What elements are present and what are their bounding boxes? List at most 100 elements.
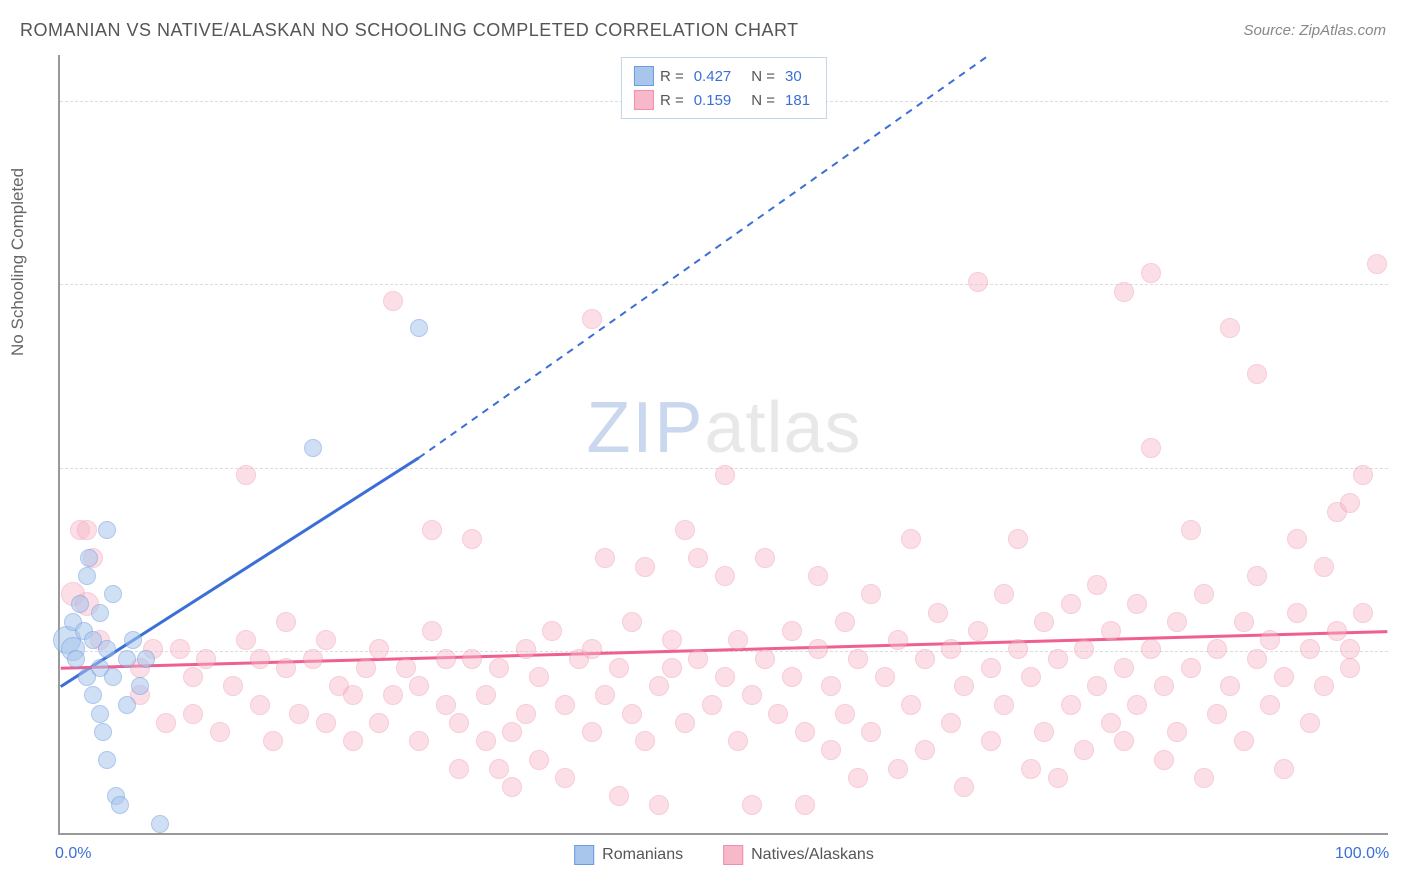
scatter-point — [861, 722, 881, 742]
scatter-point — [1034, 722, 1054, 742]
scatter-point — [77, 520, 97, 540]
scatter-point — [170, 639, 190, 659]
scatter-point — [1327, 621, 1347, 641]
scatter-point — [276, 658, 296, 678]
scatter-point — [1353, 465, 1373, 485]
scatter-point — [1234, 731, 1254, 751]
scatter-point — [1127, 695, 1147, 715]
scatter-point — [1340, 493, 1360, 513]
scatter-point — [649, 795, 669, 815]
scatter-point — [915, 649, 935, 669]
scatter-point — [1087, 575, 1107, 595]
scatter-point — [1274, 667, 1294, 687]
scatter-point — [383, 685, 403, 705]
scatter-point — [80, 549, 98, 567]
scatter-point — [1181, 658, 1201, 678]
scatter-point — [795, 722, 815, 742]
scatter-point — [821, 740, 841, 760]
scatter-point — [196, 649, 216, 669]
scatter-point — [994, 584, 1014, 604]
scatter-point — [436, 649, 456, 669]
scatter-point — [1141, 438, 1161, 458]
scatter-point — [124, 631, 142, 649]
scatter-point — [542, 621, 562, 641]
scatter-point — [994, 695, 1014, 715]
scatter-point — [821, 676, 841, 696]
scatter-point — [1074, 639, 1094, 659]
legend-r-label: R = — [660, 92, 684, 109]
scatter-point — [555, 768, 575, 788]
scatter-point — [409, 731, 429, 751]
scatter-point — [901, 695, 921, 715]
scatter-point — [91, 705, 109, 723]
scatter-point — [782, 667, 802, 687]
scatter-point — [462, 529, 482, 549]
scatter-point — [356, 658, 376, 678]
scatter-point — [941, 639, 961, 659]
scatter-point — [1127, 594, 1147, 614]
y-tick-label: 8.0% — [1393, 92, 1406, 110]
scatter-point — [304, 439, 322, 457]
scatter-point — [968, 272, 988, 292]
scatter-point — [449, 759, 469, 779]
scatter-point — [98, 640, 116, 658]
scatter-point — [250, 649, 270, 669]
scatter-point — [516, 639, 536, 659]
scatter-point — [94, 723, 112, 741]
scatter-point — [1234, 612, 1254, 632]
watermark-atlas: atlas — [704, 388, 861, 468]
scatter-point — [848, 768, 868, 788]
scatter-point — [715, 566, 735, 586]
scatter-point — [131, 677, 149, 695]
scatter-point — [755, 548, 775, 568]
legend-item: Romanians — [574, 845, 683, 865]
legend-label: Natives/Alaskans — [751, 846, 874, 864]
scatter-point — [715, 667, 735, 687]
scatter-point — [409, 676, 429, 696]
y-tick-label: 2.0% — [1393, 642, 1406, 660]
scatter-point — [369, 713, 389, 733]
y-tick-label: 4.0% — [1393, 459, 1406, 477]
scatter-point — [635, 557, 655, 577]
legend-label: Romanians — [602, 846, 683, 864]
trend-lines — [60, 55, 1388, 833]
scatter-point — [1061, 695, 1081, 715]
scatter-point — [968, 621, 988, 641]
scatter-point — [343, 685, 363, 705]
scatter-point — [888, 630, 908, 650]
watermark-zip: ZIP — [586, 388, 704, 468]
scatter-point — [104, 585, 122, 603]
x-tick-label: 0.0% — [55, 845, 91, 863]
scatter-point — [1167, 722, 1187, 742]
scatter-point — [1101, 713, 1121, 733]
x-tick-label: 100.0% — [1335, 845, 1389, 863]
scatter-point — [118, 696, 136, 714]
scatter-point — [137, 650, 155, 668]
scatter-point — [410, 319, 428, 337]
scatter-point — [1008, 529, 1028, 549]
scatter-point — [1314, 557, 1334, 577]
scatter-point — [263, 731, 283, 751]
scatter-point — [91, 604, 109, 622]
scatter-point — [1114, 731, 1134, 751]
scatter-point — [1141, 263, 1161, 283]
scatter-point — [210, 722, 230, 742]
scatter-point — [715, 465, 735, 485]
scatter-point — [728, 630, 748, 650]
scatter-point — [582, 309, 602, 329]
scatter-point — [609, 786, 629, 806]
scatter-point — [289, 704, 309, 724]
scatter-point — [1274, 759, 1294, 779]
scatter-point — [476, 731, 496, 751]
legend-row: R = 0.427 N = 30 — [634, 64, 814, 88]
scatter-point — [1314, 676, 1334, 696]
scatter-point — [529, 667, 549, 687]
scatter-point — [861, 584, 881, 604]
scatter-point — [250, 695, 270, 715]
scatter-point — [941, 713, 961, 733]
scatter-point — [1048, 649, 1068, 669]
scatter-point — [1300, 713, 1320, 733]
scatter-point — [1194, 768, 1214, 788]
scatter-point — [702, 695, 722, 715]
scatter-point — [688, 548, 708, 568]
